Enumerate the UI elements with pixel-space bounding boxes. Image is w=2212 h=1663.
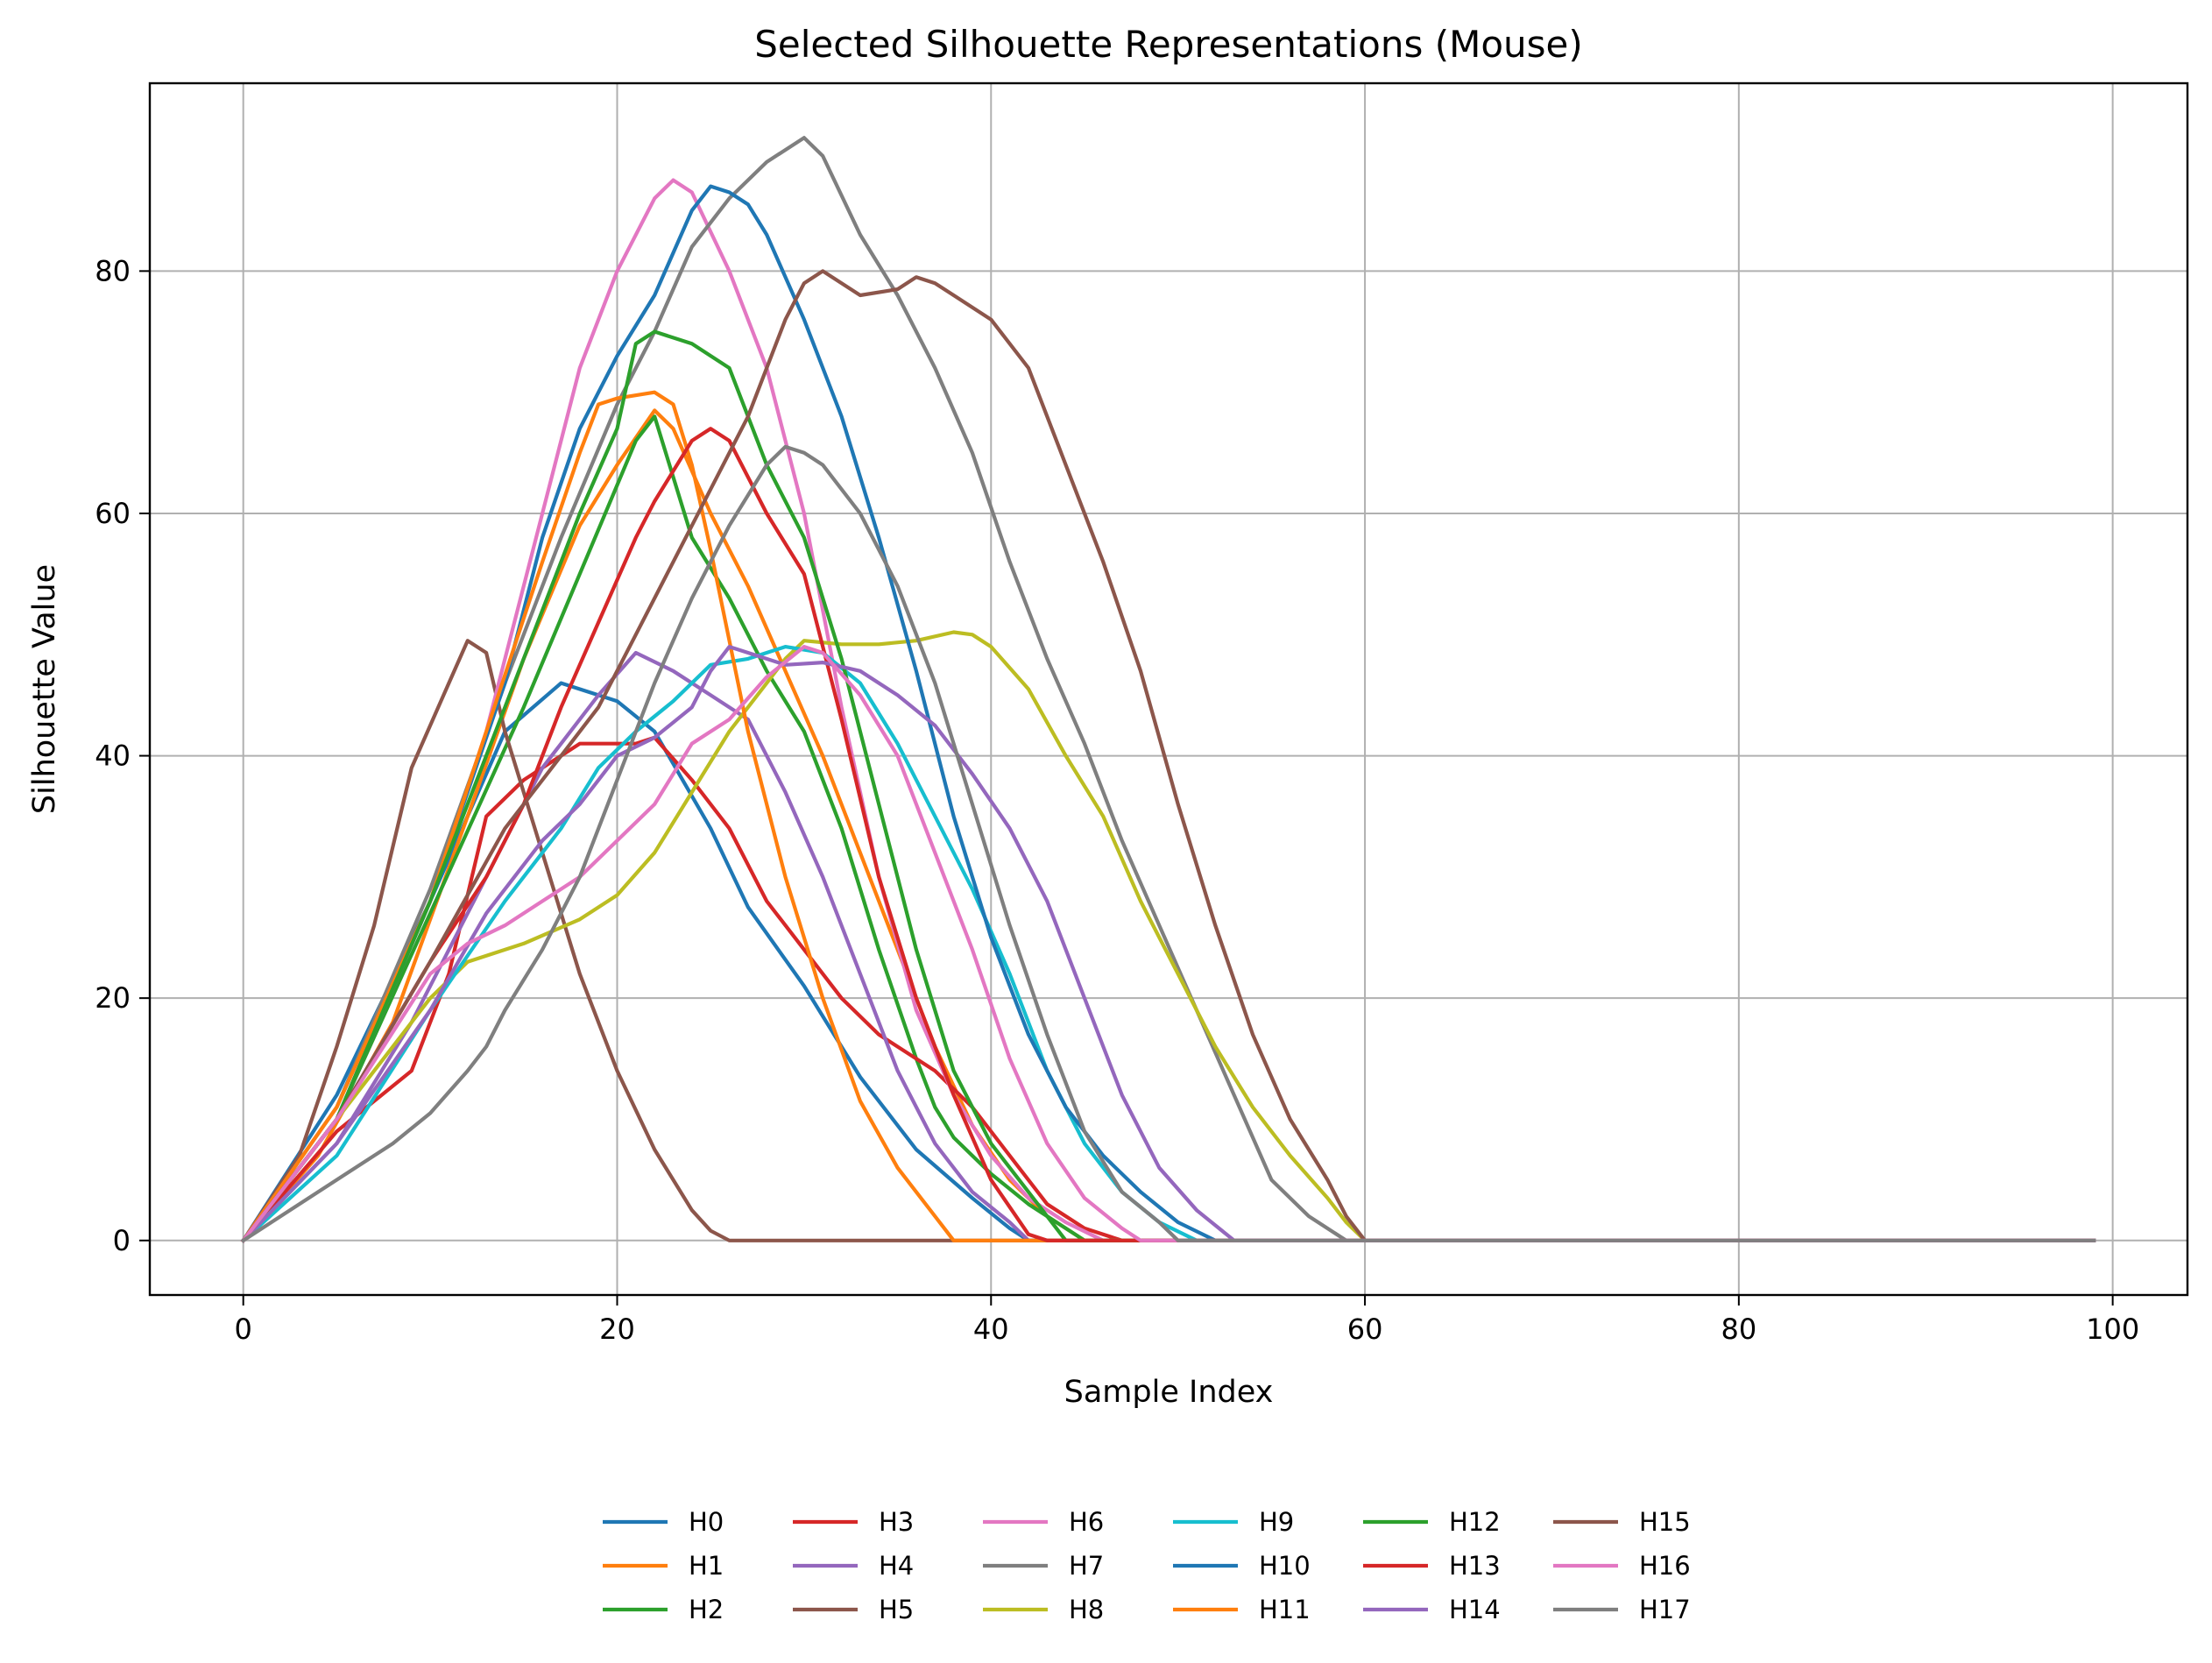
legend-label: H13 <box>1449 1551 1501 1581</box>
y-tick-label: 0 <box>113 1224 131 1257</box>
x-tick-label: 40 <box>973 1313 1009 1346</box>
series-line-h10 <box>240 184 2096 1243</box>
x-tick-label: 100 <box>2086 1313 2139 1346</box>
x-axis-label: Sample Index <box>1064 1375 1274 1410</box>
legend-label: H12 <box>1449 1507 1501 1537</box>
legend-label: H7 <box>1069 1551 1104 1581</box>
series-line-h15 <box>240 269 2096 1243</box>
plot-frame <box>148 81 2189 1297</box>
legend-label: H16 <box>1639 1551 1691 1581</box>
series-line-h6 <box>240 178 2096 1243</box>
y-axis-label: Silhouette Value <box>27 564 62 814</box>
legend-label: H9 <box>1259 1507 1294 1537</box>
legend-label: H6 <box>1069 1507 1104 1537</box>
legend-label: H1 <box>689 1551 724 1581</box>
y-tick-label: 20 <box>95 981 131 1015</box>
legend-label: H17 <box>1639 1595 1691 1624</box>
chart-title: Selected Silhouette Representations (Mou… <box>754 23 1583 66</box>
legend-label: H11 <box>1259 1595 1311 1624</box>
legend-label: H10 <box>1259 1551 1311 1581</box>
axis-ticks: 0 20 40 60 80 100 0 20 40 60 80 <box>95 254 2139 1346</box>
x-tick-label: 80 <box>1721 1313 1756 1346</box>
series-line-h5 <box>240 639 2096 1243</box>
series-line-h2 <box>240 414 2096 1243</box>
series-line-h14 <box>240 645 2096 1243</box>
y-tick-label: 60 <box>95 497 131 530</box>
series-line-h17 <box>240 444 2096 1243</box>
series-line-h16 <box>240 645 2096 1243</box>
legend-label: H0 <box>689 1507 724 1537</box>
legend-label: H15 <box>1639 1507 1691 1537</box>
series-line-h8 <box>240 630 2096 1243</box>
series-line-h13 <box>240 427 2096 1243</box>
legend-label: H8 <box>1069 1595 1104 1624</box>
legend-label: H3 <box>879 1507 914 1537</box>
legend-label: H5 <box>879 1595 914 1624</box>
legend-label: H14 <box>1449 1595 1501 1624</box>
legend-label: H2 <box>689 1595 724 1624</box>
legend: H0 H1 H2 H3 H4 H5 H6 H7 H8 H9 H10 H11 H12 H13 H14 H15 H1… <box>603 1507 1691 1624</box>
legend-label: H4 <box>879 1551 914 1581</box>
x-tick-label: 60 <box>1347 1313 1383 1346</box>
series-line-h7 <box>240 136 2096 1243</box>
y-tick-label: 40 <box>95 740 131 773</box>
series-line-h11 <box>240 390 2096 1243</box>
y-tick-label: 80 <box>95 254 131 287</box>
x-tick-label: 20 <box>599 1313 635 1346</box>
x-tick-label: 0 <box>235 1313 252 1346</box>
series-lines <box>240 136 2096 1243</box>
grid-lines <box>150 83 2187 1295</box>
